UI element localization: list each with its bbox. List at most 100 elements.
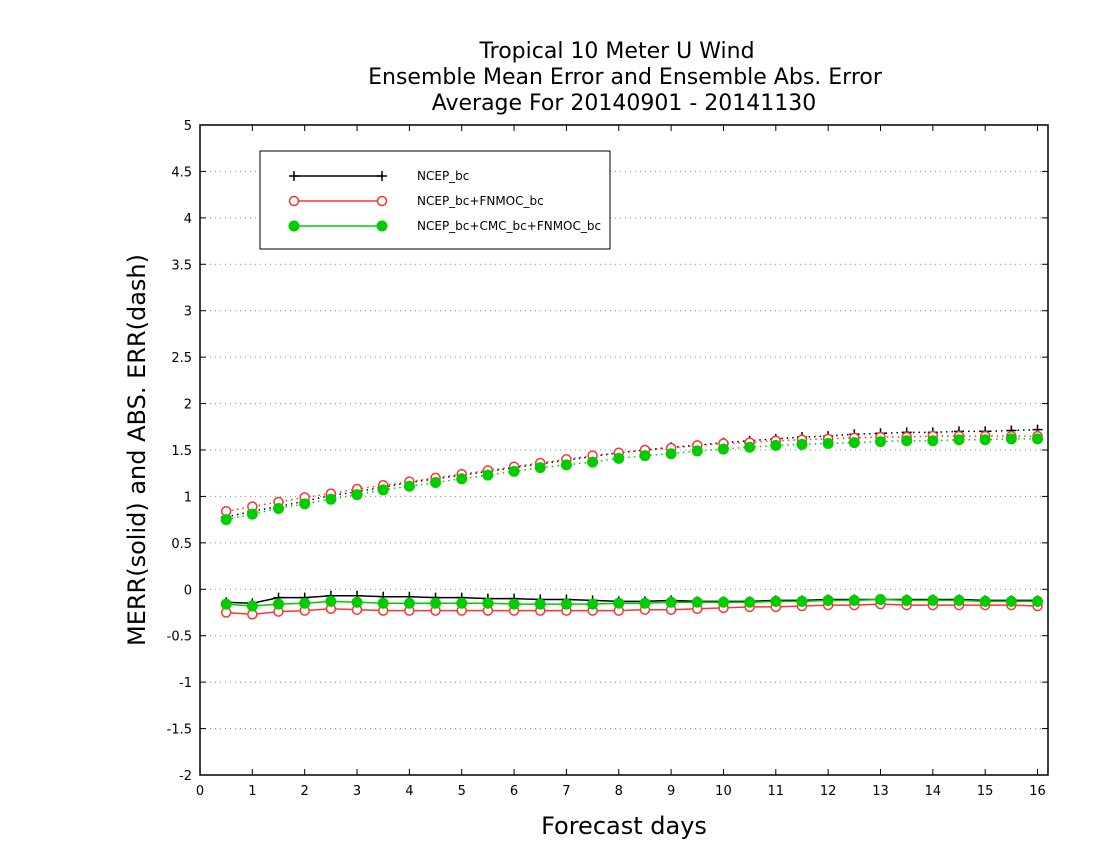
merr-point	[246, 600, 258, 612]
legend-item: NCEP_bc+FNMOC_bc	[288, 194, 544, 208]
x-tick-label: 8	[615, 784, 623, 799]
y-tick-label: 4.5	[171, 165, 192, 180]
merr-point	[456, 597, 468, 609]
abs-err-point	[560, 459, 572, 471]
merr-point	[1005, 595, 1017, 607]
legend-label: NCEP_bc+CMC_bc+FNMOC_bc	[417, 219, 601, 233]
merr-point	[534, 598, 546, 610]
x-tick-label: 16	[1029, 784, 1046, 799]
series-layer	[220, 424, 1044, 620]
x-tick-label: 14	[925, 784, 942, 799]
merr-point	[273, 598, 285, 610]
y-tick-label: -1	[179, 676, 192, 691]
y-axis-label: MERR(solid) and ABS. ERR(dash)	[123, 254, 151, 646]
merr-point	[560, 598, 572, 610]
series-0	[221, 424, 1043, 609]
x-tick-label: 11	[768, 784, 785, 799]
y-tick-label: 3.5	[171, 258, 192, 273]
merr-point	[508, 598, 520, 610]
legend-marker	[376, 195, 388, 207]
legend-label: NCEP_bc+FNMOC_bc	[417, 194, 544, 208]
x-axis-label: Forecast days	[541, 812, 707, 840]
abs-err-point	[1032, 433, 1044, 445]
x-tick-label: 0	[196, 784, 204, 799]
y-tick-label: 4	[184, 212, 192, 227]
merr-point	[953, 594, 965, 606]
abs-err-point	[979, 434, 991, 446]
abs-err-point	[220, 514, 232, 526]
legend-marker	[288, 195, 300, 207]
merr-point	[351, 596, 363, 608]
y-tick-label: 5	[184, 119, 192, 134]
y-tick-label: 0.5	[171, 537, 192, 552]
x-tick-label: 13	[872, 784, 889, 799]
chart-title-line-2: Ensemble Mean Error and Ensemble Abs. Er…	[368, 65, 883, 90]
legend: NCEP_bc NCEP_bc+FNMOC_bc NCEP_bc+CMC_bc+FN…	[259, 150, 611, 250]
abs-err-point	[246, 508, 258, 520]
chart-title: Tropical 10 Meter U Wind Ensemble Mean E…	[368, 39, 883, 116]
abs-err-point	[403, 480, 415, 492]
legend-marker	[288, 220, 300, 232]
merr-point	[430, 597, 442, 609]
grid	[200, 170, 1048, 730]
abs-err-point	[325, 493, 337, 505]
abs-err-point	[874, 436, 886, 448]
x-tick-label: 12	[820, 784, 837, 799]
abs-err-point	[953, 434, 965, 446]
merr-point	[822, 594, 834, 606]
legend-marker	[376, 220, 388, 232]
x-tick-label: 1	[248, 784, 256, 799]
abs-err-point	[456, 473, 468, 485]
merr-line	[226, 603, 1038, 616]
y-tick-label: 1	[184, 490, 192, 505]
merr-point	[665, 596, 677, 608]
y-tick-label: 3	[184, 305, 192, 320]
merr-point	[691, 596, 703, 608]
legend-label: NCEP_bc	[417, 169, 469, 183]
abs-err-point	[1005, 433, 1017, 445]
x-tick-label: 2	[301, 784, 309, 799]
y-tick-label: 1.5	[171, 444, 192, 459]
abs-err-point	[299, 498, 311, 510]
abs-err-point	[770, 439, 782, 451]
merr-point	[299, 597, 311, 609]
chart-title-line-3: Average For 20140901 - 20141130	[432, 91, 817, 116]
merr-point	[377, 597, 389, 609]
axis-ticks: -2-1.5-1-0.500.511.522.533.544.550 1 2 3 4 5 6…	[167, 119, 1048, 799]
abs-err-point	[691, 445, 703, 457]
merr-point	[848, 594, 860, 606]
merr-point	[796, 595, 808, 607]
abs-err-point	[717, 443, 729, 455]
y-tick-label: 0	[184, 583, 192, 598]
chart-title-line-1: Tropical 10 Meter U Wind	[478, 39, 754, 64]
legend-marker	[289, 171, 299, 181]
abs-err-point	[822, 438, 834, 449]
legend-box	[259, 150, 611, 250]
merr-point	[901, 594, 913, 606]
series-2	[220, 433, 1044, 612]
merr-point	[770, 595, 782, 607]
x-tick-label: 7	[562, 784, 570, 799]
y-tick-label: -2	[179, 769, 192, 784]
abs-err-point	[901, 435, 913, 447]
merr-point	[979, 595, 991, 607]
legend-item: NCEP_bc	[289, 169, 469, 183]
abs-err-point	[273, 503, 285, 514]
series-1	[220, 430, 1043, 620]
y-tick-label: -1.5	[167, 723, 192, 738]
abs-err-point	[927, 435, 939, 447]
merr-point	[717, 596, 729, 608]
abs-err-point	[744, 441, 756, 453]
y-tick-label: 2	[184, 398, 192, 413]
merr-point	[325, 595, 337, 607]
abs-err-point	[639, 450, 651, 462]
abs-err-point	[351, 489, 363, 501]
merr-point	[220, 598, 232, 610]
x-tick-label: 9	[667, 784, 675, 799]
abs-err-point	[613, 452, 625, 464]
x-tick-label: 3	[353, 784, 361, 799]
merr-point	[403, 597, 415, 609]
abs-err-point	[482, 469, 494, 481]
x-tick-label: 6	[510, 784, 518, 799]
